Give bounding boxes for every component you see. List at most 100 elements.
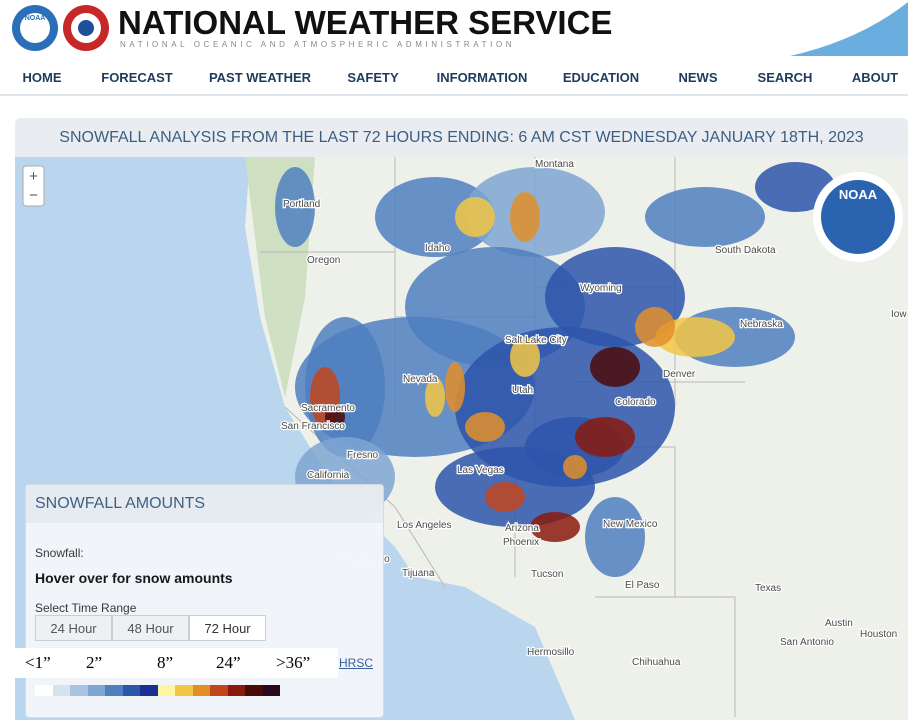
snow-area: [585, 497, 645, 577]
scale-label: >36”: [276, 653, 311, 672]
snow-area: [510, 192, 540, 242]
color-scale: [35, 685, 280, 696]
map-label: Colorado: [615, 397, 656, 408]
map-label: Austin: [825, 618, 853, 629]
swatch: [262, 685, 280, 696]
map-label: Hermosillo: [527, 647, 575, 658]
map-label: Tijuana: [402, 568, 435, 579]
scale-label: 24”: [216, 653, 241, 672]
swatch: [227, 685, 245, 696]
nav-link[interactable]: HOME: [22, 70, 62, 85]
snow-area: [563, 455, 587, 479]
legend-panel: SNOWFALL AMOUNTS Snowfall: Hover over fo…: [25, 484, 384, 718]
map-label: El Paso: [625, 580, 660, 591]
legend-title: SNOWFALL AMOUNTS: [26, 485, 383, 523]
snow-area: [275, 167, 315, 247]
map-label: Nebraska: [740, 319, 783, 330]
map-label: Oregon: [307, 255, 340, 266]
swatch: [52, 685, 70, 696]
map-label: San Francisco: [281, 421, 345, 432]
logo-text: NOAA: [25, 15, 46, 22]
hover-text: Hover over for snow amounts: [35, 570, 233, 586]
hrsc-link[interactable]: HRSC: [339, 656, 374, 670]
nav-link[interactable]: SEARCH: [757, 70, 813, 85]
nav-link[interactable]: PAST WEATHER: [208, 70, 312, 85]
swatch: [245, 685, 263, 696]
map-label: Houston: [860, 629, 897, 640]
map-label: Idaho: [425, 243, 450, 254]
swatch: [192, 685, 210, 696]
scale-label: 2”: [86, 653, 103, 672]
nav-link[interactable]: NEWS: [678, 70, 718, 85]
nav-link[interactable]: EDUCATION: [562, 70, 640, 85]
swoosh: [790, 2, 908, 56]
swatch: [87, 685, 105, 696]
snow-area: [425, 377, 445, 417]
snow-area: [635, 307, 675, 347]
scale-label: <1”: [25, 653, 51, 672]
map-label: Portland: [283, 199, 320, 210]
seal-text: NOAA: [839, 187, 878, 202]
map-label: Phoenix: [503, 537, 539, 548]
snow-area: [510, 337, 540, 377]
nav-bar: HOME FORECAST PAST WEATHER SAFETY INFORM…: [0, 60, 908, 96]
site-subtitle: NATIONAL OCEANIC AND ATMOSPHERIC ADMINIS…: [120, 40, 515, 49]
map: Montana Portland Oregon Idaho Wyoming South D…: [15, 157, 908, 720]
snow-area: [455, 197, 495, 237]
swatch: [157, 685, 175, 696]
snow-area: [590, 347, 640, 387]
snow-area: [575, 417, 635, 457]
swatch: [175, 685, 193, 696]
swatch: [105, 685, 123, 696]
map-label: South Dakota: [715, 245, 776, 256]
range-button[interactable]: 48 Hour: [112, 615, 189, 641]
scale-label: 8”: [157, 653, 174, 672]
range-button[interactable]: 24 Hour: [35, 615, 112, 641]
snow-area: [375, 177, 495, 257]
snow-overlay: [275, 162, 835, 577]
site-title: NATIONAL WEATHER SERVICE: [118, 4, 612, 41]
nav-link[interactable]: SAFETY: [347, 70, 399, 85]
header: NOAA NATIONAL WEATHER SERVICE NATIONAL O…: [12, 2, 908, 56]
swatch: [210, 685, 228, 696]
snow-area: [485, 482, 525, 512]
map-label: Texas: [755, 583, 781, 594]
snowfall-label: Snowfall:: [35, 546, 84, 560]
snow-area: [755, 162, 835, 212]
map-label: Nevada: [403, 374, 438, 385]
zoom-control: [22, 165, 45, 207]
scale-box: [15, 648, 338, 678]
zoom-in[interactable]: +: [29, 168, 38, 185]
snow-area: [645, 187, 765, 247]
map-label: Chihuahua: [632, 657, 681, 668]
nav-link[interactable]: INFORMATION: [436, 70, 528, 85]
swatch: [122, 685, 140, 696]
swatch: [35, 685, 53, 696]
nav-link[interactable]: FORECAST: [101, 70, 173, 85]
snow-area: [530, 512, 580, 542]
map-label: Iow: [891, 309, 907, 320]
swatch: [140, 685, 158, 696]
range-label: Select Time Range: [35, 601, 137, 615]
map-label: San Antonio: [780, 637, 834, 648]
swatch: [70, 685, 88, 696]
map-label: Fresno: [347, 450, 379, 461]
map-label: New Mexico: [603, 519, 658, 530]
snow-area: [445, 362, 465, 412]
map-label: Tucson: [531, 569, 563, 580]
map-label: Arizona: [505, 523, 539, 534]
snow-area: [465, 412, 505, 442]
map-label: Denver: [663, 369, 696, 380]
map-label: Los Angeles: [397, 520, 452, 531]
nav-link[interactable]: ABOUT: [851, 70, 899, 85]
panel-title: SNOWFALL ANALYSIS FROM THE LAST 72 HOURS…: [15, 118, 908, 157]
map-label: Salt Lake City: [505, 335, 567, 346]
map-label: Sacramento: [301, 403, 355, 414]
range-button[interactable]: 72 Hour: [189, 615, 266, 641]
snow-area: [325, 405, 345, 429]
map-label: Wyoming: [580, 283, 622, 294]
zoom-out[interactable]: −: [29, 187, 38, 204]
map-label: Montana: [535, 159, 574, 170]
map-label: Utah: [512, 385, 533, 396]
